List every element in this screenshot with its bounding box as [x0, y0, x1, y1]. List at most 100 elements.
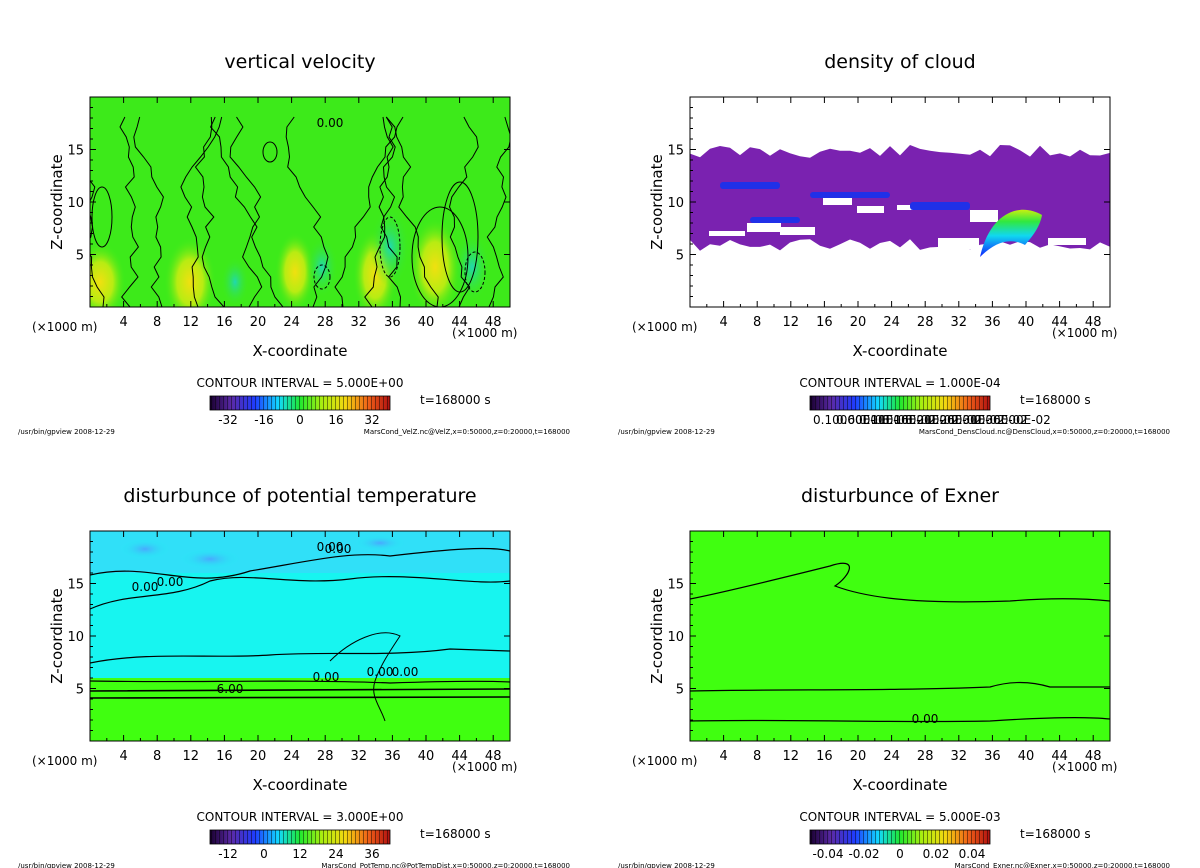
contour-label: 0.00: [317, 540, 344, 554]
x-tick-label: 12: [783, 749, 800, 764]
y-tick-label: 10: [667, 630, 684, 645]
colorbar-frame: [809, 829, 991, 845]
colorbar-tick-label: -0.02: [848, 847, 879, 861]
negative-contour: [464, 251, 486, 293]
contour-line: [285, 116, 329, 307]
x-tick-label: 48: [485, 749, 502, 764]
x-unit-left: (×1000 m): [32, 754, 97, 768]
downdraft-shading: [221, 257, 249, 307]
contour-loop: [411, 206, 469, 307]
cloud-band: [910, 202, 970, 210]
x-tick-label: 8: [153, 749, 161, 764]
contour-line: [364, 116, 396, 307]
colorbar-tick-label: 0.11000E-02: [859, 413, 936, 427]
cold-pocket: [120, 539, 170, 559]
x-tick-label: 16: [216, 315, 233, 330]
colorbar-frame: [209, 395, 391, 411]
panel-title: density of cloud: [824, 51, 976, 73]
x-tick-label: 28: [317, 315, 334, 330]
cloud-band: [750, 217, 800, 223]
footer-right: MarsCond_PotTemp.nc@PotTempDist,x=0:5000…: [321, 862, 570, 868]
x-tick-label: 36: [984, 749, 1001, 764]
x-tick-label: 28: [917, 315, 934, 330]
contour-label: 0.00: [367, 665, 394, 679]
updraft-shading: [90, 242, 126, 307]
plume-contour: [329, 632, 401, 722]
x-tick-label: 20: [850, 749, 867, 764]
y-tick-label: 15: [67, 144, 84, 159]
contour-label: 0.00: [313, 670, 340, 684]
contour-label: 0.00: [132, 580, 159, 594]
contour-line: [90, 680, 510, 684]
colorbar-tick-label: 0.10000E-03: [813, 413, 890, 427]
field-shading: [690, 531, 1110, 741]
contour-line: [690, 717, 1110, 723]
y-tick-label: 10: [667, 196, 684, 211]
cloud-gap: [823, 196, 852, 205]
x-tick-label: 40: [418, 315, 435, 330]
x-tick-label: 32: [351, 315, 368, 330]
footer-left: /usr/bin/gpview 2008-12-29: [18, 428, 115, 436]
contour-interval: CONTOUR INTERVAL = 5.000E+00: [197, 376, 404, 390]
x-tick-label: 20: [250, 749, 267, 764]
colorbar-tick-label: 36: [364, 847, 379, 861]
contour-line: [210, 116, 284, 307]
x-tick-label: 36: [984, 315, 1001, 330]
colorbar-tick-label: -16: [254, 413, 274, 427]
colorbar-tick-label: 24: [328, 847, 343, 861]
x-tick-label: 8: [753, 749, 761, 764]
contour-interval: CONTOUR INTERVAL = 5.000E-03: [799, 810, 1000, 824]
contour-line: [194, 116, 225, 307]
panel-3: disturbunce of potential temperature 0.00…: [18, 485, 570, 868]
footer-right: MarsCond_DensCloud.nc@DensCloud,x=0:5000…: [919, 428, 1170, 436]
warm-layer: [90, 678, 510, 741]
colorbar-tick-label: 0: [896, 847, 904, 861]
colorbar-levels: [210, 830, 390, 844]
x-axis-label: X-coordinate: [853, 776, 948, 794]
colorbar-tick-label: 0.26000E-02: [928, 413, 1005, 427]
time-label: t=168000 s: [420, 393, 491, 407]
dense-cloud-core: [980, 209, 1042, 257]
x-tick-label: 12: [183, 749, 200, 764]
x-tick-label: 40: [1018, 315, 1035, 330]
x-tick-label: 28: [917, 749, 934, 764]
contour-line: [90, 576, 510, 610]
x-tick-label: 32: [951, 749, 968, 764]
contour-line: [378, 116, 402, 307]
x-axis-label: X-coordinate: [253, 776, 348, 794]
colorbar-tick-label: 0.36000E-02: [974, 413, 1051, 427]
x-tick-label: 4: [719, 315, 727, 330]
x-tick-label: 44: [451, 749, 468, 764]
y-tick-label: 5: [676, 683, 684, 698]
contour-line: [690, 681, 1110, 692]
colorbar-tick-label: 0: [296, 413, 304, 427]
updraft-shading: [164, 237, 216, 307]
footer-left: /usr/bin/gpview 2008-12-29: [18, 862, 115, 868]
x-unit-right: (×1000 m): [1052, 760, 1117, 774]
y-tick-label: 5: [76, 683, 84, 698]
x-tick-label: 24: [883, 749, 900, 764]
strong-contour: [90, 688, 510, 699]
panel-title: disturbunce of Exner: [801, 485, 999, 507]
contour-label: 6.00: [217, 682, 244, 696]
x-tick-label: 12: [183, 315, 200, 330]
colorbar-tick-label: 32: [364, 413, 379, 427]
negative-contour: [313, 264, 331, 290]
x-tick-label: 16: [816, 315, 833, 330]
colorbar-levels: [210, 396, 390, 410]
y-tick-label: 15: [667, 144, 684, 159]
field-shading: [690, 97, 1110, 307]
contour-label: 0.00: [157, 575, 184, 589]
cloud-band: [810, 192, 890, 198]
cold-pocket: [355, 535, 405, 551]
footer-right: MarsCond_VelZ.nc@VelZ,x=0:50000,z=0:2000…: [364, 428, 570, 436]
x-unit-left: (×1000 m): [632, 320, 697, 334]
x-tick-label: 48: [1085, 749, 1102, 764]
updraft-shading: [275, 232, 315, 307]
y-axis-label: Z-coordinate: [48, 154, 66, 249]
